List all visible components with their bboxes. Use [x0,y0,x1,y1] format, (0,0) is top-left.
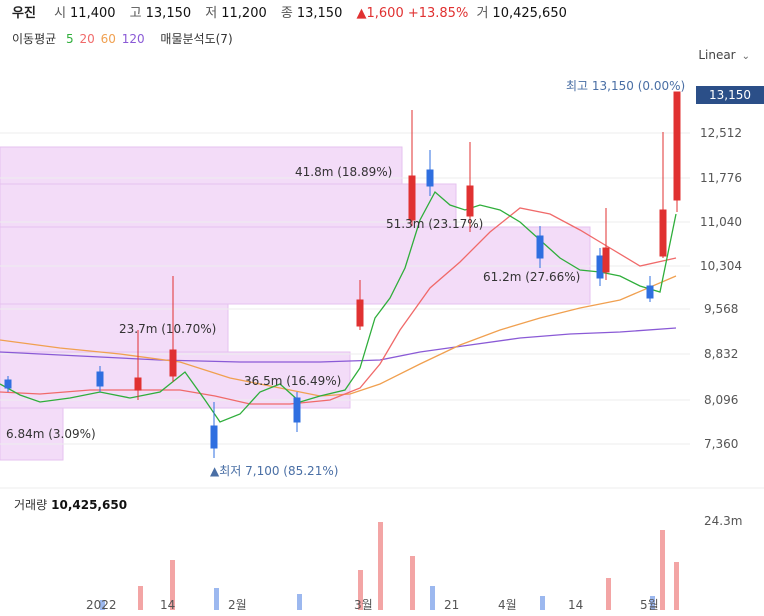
ma-60: 60 [100,32,116,46]
close-value: 13,150 [296,6,343,21]
high-label: 고 [129,6,142,21]
open-label: 시 [54,6,67,21]
ma-label: 이동평균 [12,32,57,46]
ma-20: 20 [79,32,95,46]
profile-box-4 [0,303,229,353]
open-value: 11,400 [70,6,116,21]
volume-title-label: 거래량 [14,498,48,512]
profile-label: 36.5m (16.49%) [244,374,341,388]
y-tick: 10,304 [700,259,742,273]
profile-label: 23.7m (10.70%) [119,322,216,336]
x-tick: 14 [568,598,583,612]
chevron-down-icon: ⌄ [741,51,750,62]
low-annotation: ▲최저 7,100 (85.21%) [210,464,338,478]
y-axis: 12,512 11,776 11,040 10,304 9,568 8,832 … [700,126,742,528]
ma-120-line [0,327,677,363]
volume-axis-tick: 24.3m [704,514,742,528]
profile-label: 51.3m (23.17%) [386,217,483,231]
ma-20-line [0,207,677,405]
profile-label: 6.84m (3.09%) [6,427,96,441]
volume-value: 10,425,650 [492,6,567,21]
ma-120: 120 [121,32,145,46]
x-tick: 5월 [640,598,659,612]
moving-average-legend[interactable]: 이동평균 5 20 60 120 매물분석도(7) [12,30,239,47]
y-tick: 8,096 [704,393,738,407]
stock-name: 우진 [12,6,36,21]
x-tick: 2월 [228,598,247,612]
y-tick: 9,568 [704,302,738,316]
candles [4,91,681,458]
y-tick: 12,512 [700,126,742,140]
scale-dropdown[interactable]: Linear ⌄ [698,48,750,62]
y-tick: 11,040 [700,215,742,229]
volume-bars [100,522,679,610]
scale-label: Linear [698,48,736,62]
y-tick: 8,832 [704,347,738,361]
profile-label: 61.2m (27.66%) [483,270,580,284]
y-tick: 11,776 [700,171,742,185]
y-tick: 7,360 [704,437,738,451]
ma-5: 5 [66,32,74,46]
quote-header: 우진 시 11,400 고 13,150 저 11,200 종 13,150 ▲1,60… [12,2,577,22]
profile-label: 41.8m (18.89%) [295,165,392,179]
close-label: 종 [280,6,293,21]
volume-title-value: 10,425,650 [51,498,128,512]
volume-profile-toggle[interactable]: 매물분석도(7) [160,32,233,46]
profile-box-6 [0,407,64,461]
ma-5-line [0,190,677,423]
current-price-tag: 13,150 [696,86,764,104]
x-tick: 14 [160,598,175,612]
low-label: 저 [205,6,218,21]
change-value: ▲1,600 +13.85% [356,6,469,21]
x-tick: 2022 [86,598,117,612]
grid [0,132,764,489]
x-tick: 4월 [498,598,517,612]
high-annotation: 최고 13,150 (0.00%) [566,79,685,93]
ma-60-line [0,275,677,397]
x-tick: 3월 [354,598,373,612]
high-value: 13,150 [145,6,192,21]
low-value: 11,200 [221,6,267,21]
moving-average-lines [0,190,677,423]
profile-box-2 [0,183,457,228]
volume-label: 거 [476,6,489,21]
x-tick: 21 [444,598,459,612]
volume-title: 거래량 10,425,650 [14,496,127,513]
x-axis: 2022 14 2월 3월 21 4월 14 5월 [86,598,659,612]
